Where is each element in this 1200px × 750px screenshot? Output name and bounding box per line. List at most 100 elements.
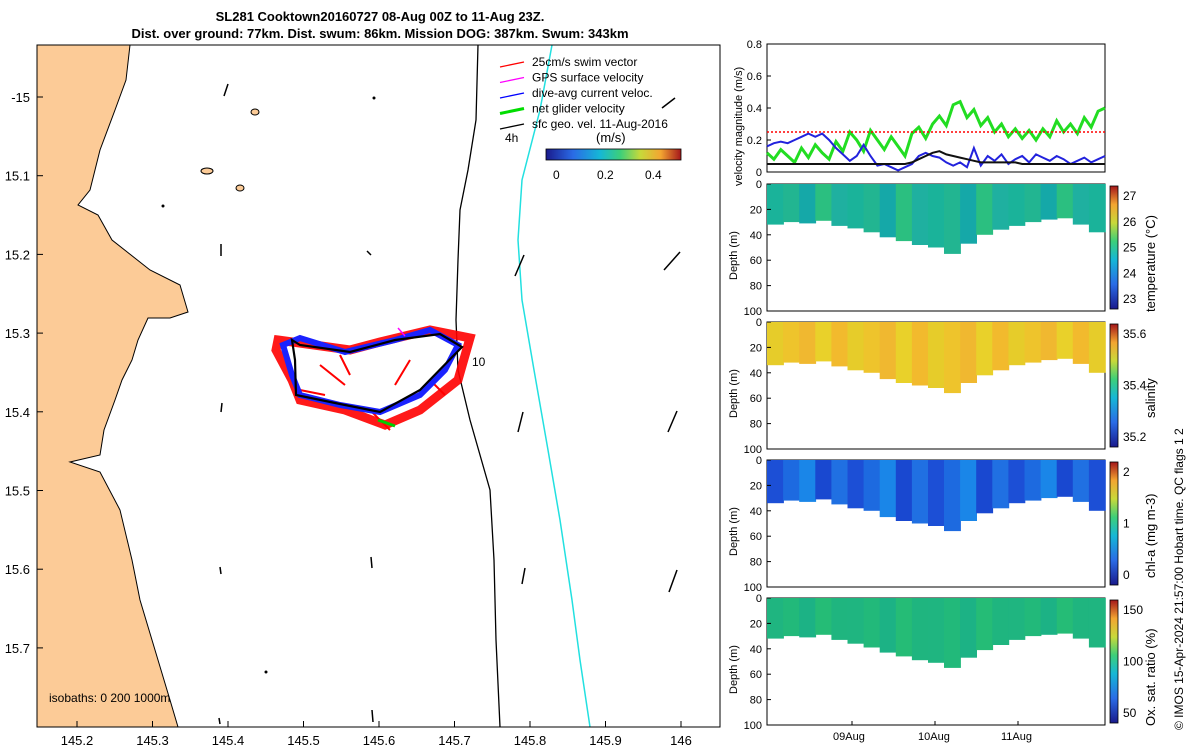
profile-column [847, 460, 865, 509]
profile-column [879, 184, 897, 238]
profile-column [1088, 184, 1106, 233]
depth-tick-label: 80 [750, 419, 762, 431]
profile-column [976, 322, 994, 376]
profile-column [831, 460, 849, 505]
profile-panel: 0 20 40 60 80 100 2 1 0 [744, 455, 1130, 594]
depth-tick-label: 0 [756, 593, 762, 605]
depth-tick-label: 100 [744, 720, 762, 732]
velocity-series-line [765, 99, 1106, 165]
depth-tick-label: 60 [750, 393, 762, 405]
lon-tick-label: 145.4 [212, 733, 245, 748]
lon-tick-label: 145.8 [514, 733, 547, 748]
profile-column [767, 322, 784, 366]
depth-tick-label: 40 [750, 230, 762, 242]
profile-column [976, 598, 994, 651]
profile-column [799, 322, 817, 364]
cbar-tick-label: 27 [1123, 189, 1137, 203]
profile-column [847, 184, 865, 229]
depth-tick-label: 20 [750, 204, 762, 216]
temp-cbar-label: temperature (°C) [1143, 215, 1158, 312]
profile-column [863, 598, 881, 648]
legend-entry: dive-avg current veloc. [532, 86, 653, 100]
profile-column [767, 598, 784, 639]
depth-tick-label: 80 [750, 695, 762, 707]
map-panel: 10 145.2 145.3 145.4 145.5 145.6 145.7 145.8 14… [5, 44, 721, 748]
glider-track [290, 332, 464, 414]
gps-velocity-arrow [397, 327, 406, 337]
profile-column [960, 184, 977, 244]
profile-column [1088, 598, 1106, 648]
island [235, 184, 245, 192]
lon-tick-label: 145.9 [589, 733, 622, 748]
depth-tick-label: 60 [750, 255, 762, 267]
sfc-geo-arrows [218, 83, 681, 725]
cbar-tick-label: 100 [1123, 655, 1143, 669]
profile-column [1008, 184, 1026, 226]
profile-column [847, 598, 865, 644]
cbar-tick-label: 0 [1123, 568, 1130, 582]
profile-column [992, 184, 1010, 230]
lat-tick-label: 15.6 [5, 562, 30, 577]
figure-title: SL281 Cooktown20160727 08-Aug 00Z to 11-… [40, 8, 720, 42]
profile-column [1040, 460, 1058, 499]
chl-cbar-label: chl-a (mg m-3) [1143, 493, 1158, 578]
profile-column [895, 598, 913, 657]
profile-column [911, 322, 929, 386]
depth-tick-label: 60 [750, 669, 762, 681]
oxy-depth-ylabel: Depth (m) [728, 645, 740, 694]
temp-depth-ylabel: Depth (m) [728, 231, 740, 280]
cbar-tick-label: 35.4 [1123, 379, 1147, 393]
legend-swatch [499, 92, 525, 99]
depth-tick-label: 80 [750, 281, 762, 293]
profile-column [831, 322, 849, 367]
net-velocity-arrow [377, 418, 396, 428]
velocity-series-line [766, 132, 1106, 172]
timeseries-panels: 00.20.40.60.8 02040608010027262524230204… [744, 39, 1147, 743]
vel-ytick-label: 0.4 [747, 103, 762, 115]
profile-column [1088, 460, 1106, 511]
cbar-tick-label: 25 [1123, 241, 1137, 255]
depth-tick-label: 60 [750, 531, 762, 543]
profile-panels: 020406080100272625242302040608010035.635… [744, 179, 1147, 732]
profile-column [992, 598, 1010, 645]
profile-panel: 0 20 40 60 80 100 150 100 50 [744, 593, 1144, 732]
isobath-200m [455, 45, 501, 727]
title-line-1: SL281 Cooktown20160727 08-Aug 00Z to 11-… [215, 9, 545, 24]
island [250, 108, 260, 116]
land-mass [37, 45, 189, 727]
velocity-panel: 0 0.2 0.4 0.6 0.8 [747, 39, 1106, 179]
velocity-axes [766, 43, 1106, 173]
time-tick: 09Aug [833, 731, 865, 743]
cbar-tick-label: 35.2 [1123, 430, 1147, 444]
vel-ytick-label: 0.6 [747, 71, 762, 83]
depth-tick-label: 20 [750, 342, 762, 354]
track-label: 10 [472, 355, 486, 369]
profile-column [944, 460, 961, 532]
time-tick: 10Aug [918, 731, 950, 743]
cbar-tick-label: 23 [1123, 292, 1137, 306]
profile-column [928, 460, 945, 526]
profile-column [1024, 322, 1042, 363]
profile-panel: 0 20 40 60 80 100 35.6 35.4 35.2 [744, 317, 1147, 456]
profile-column [1040, 322, 1058, 361]
profile-column [911, 460, 929, 524]
profile-colorbar [1109, 323, 1119, 448]
profile-column [879, 460, 897, 518]
legend-entry: sfc geo. vel. 11-Aug-2016 [532, 117, 668, 131]
legend-swatch [499, 76, 525, 84]
cbar-tick-label: 50 [1123, 706, 1137, 720]
depth-tick-label: 0 [756, 455, 762, 467]
profile-column [1056, 322, 1074, 359]
velocity-ylabel: velocity magnitude (m/s) [733, 66, 745, 186]
depth-tick-label: 20 [750, 480, 762, 492]
legend-entry: 25cm/s swim vector [532, 55, 637, 69]
profile-column [783, 598, 800, 637]
lon-tick-label: 145.2 [61, 733, 94, 748]
lon-tick-label: 145.3 [136, 733, 169, 748]
profile-column [1056, 598, 1074, 634]
profile-column [960, 598, 977, 658]
profile-column [831, 598, 849, 640]
profile-colorbar [1109, 599, 1119, 724]
depth-tick-label: 80 [750, 557, 762, 569]
colorbar-tick: 0.2 [597, 168, 614, 182]
